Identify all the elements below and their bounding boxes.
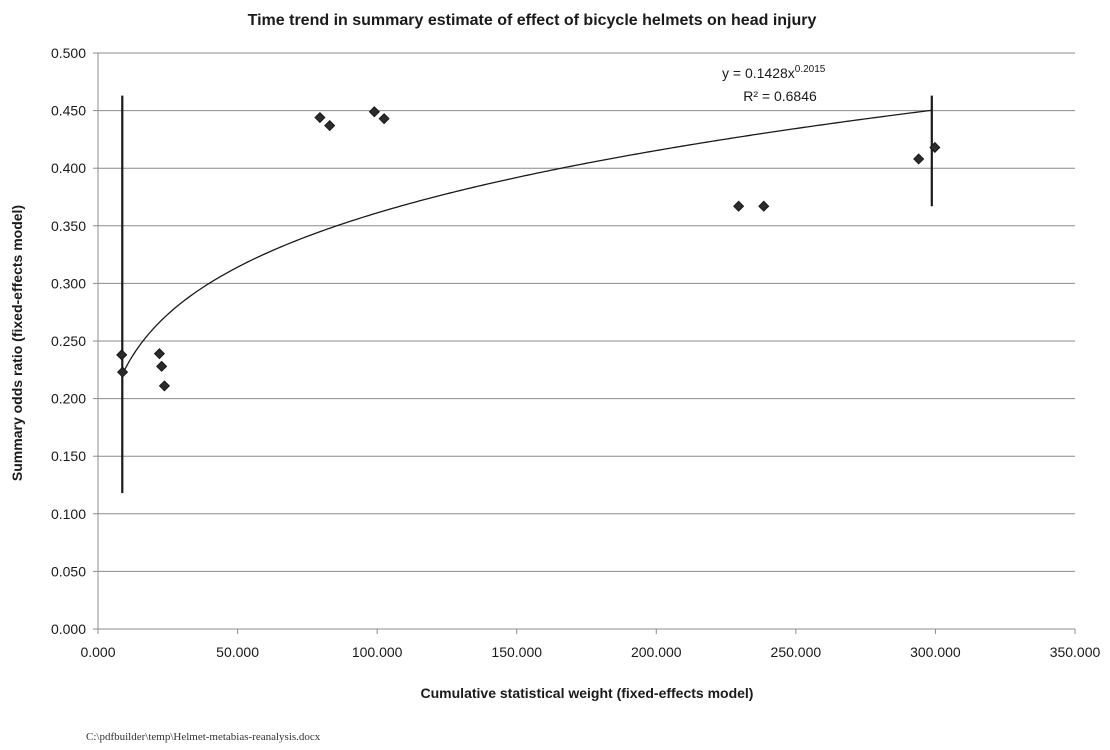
x-tick-label: 250.000 [771, 644, 822, 660]
gridlines [98, 52, 1075, 572]
data-point [324, 120, 336, 132]
y-tick-label: 0.100 [51, 506, 86, 522]
x-tick-label: 200.000 [631, 644, 682, 660]
y-tick-label: 0.300 [51, 275, 86, 291]
y-axis-label: Summary odds ratio (fixed-effects model) [9, 205, 25, 481]
y-tick-label: 0.500 [51, 45, 86, 61]
x-tick-label: 100.000 [352, 644, 403, 660]
y-tick-label: 0.350 [51, 218, 86, 234]
trendline-r2: R² = 0.6846 [743, 88, 817, 104]
y-tick-label: 0.150 [51, 448, 86, 464]
y-tick-labels: 0.000 0.050 0.100 0.150 0.200 0.250 0.300 0.350… [51, 45, 86, 637]
x-axis-label: Cumulative statistical weight (fixed-eff… [421, 685, 754, 701]
trendline-equation-base: y = 0.1428x [722, 65, 795, 81]
data-point [758, 200, 770, 212]
x-tick-label: 300.000 [910, 644, 961, 660]
data-point [158, 380, 171, 392]
x-tick-label: 350.000 [1050, 644, 1101, 660]
data-point [913, 153, 925, 165]
data-points [116, 106, 941, 392]
trendline [121, 109, 933, 375]
data-point [314, 111, 326, 124]
y-tick-label: 0.250 [51, 333, 86, 349]
y-tick-label: 0.050 [51, 563, 86, 579]
y-tick-label: 0.000 [51, 621, 86, 637]
data-point [116, 349, 128, 361]
y-tick-label: 0.400 [51, 160, 86, 176]
data-point [733, 200, 745, 212]
x-tick-label: 0.000 [80, 644, 115, 660]
data-point [153, 348, 165, 360]
data-point [116, 366, 129, 378]
data-point [156, 360, 168, 372]
trendline-equation-exponent: 0.2015 [795, 64, 826, 75]
x-tick-label: 50.000 [216, 644, 259, 660]
y-tick-label: 0.450 [51, 103, 86, 119]
y-tick-label: 0.200 [51, 391, 86, 407]
axes [93, 52, 1076, 634]
x-tick-label: 150.000 [491, 644, 542, 660]
x-tick-labels: 0.000 50.000 100.000 150.000 200.000 250.000 3… [80, 644, 1100, 660]
footer-file-path: C:\pdfbuilder\temp\Helmet-metabias-reana… [86, 731, 321, 743]
vertical-bars [121, 95, 933, 494]
chart-title: Time trend in summary estimate of effect… [248, 12, 817, 29]
trendline-equation: y = 0.1428x0.2015 [722, 64, 826, 81]
data-point [378, 113, 390, 125]
data-point [368, 106, 380, 118]
data-point [929, 141, 941, 154]
